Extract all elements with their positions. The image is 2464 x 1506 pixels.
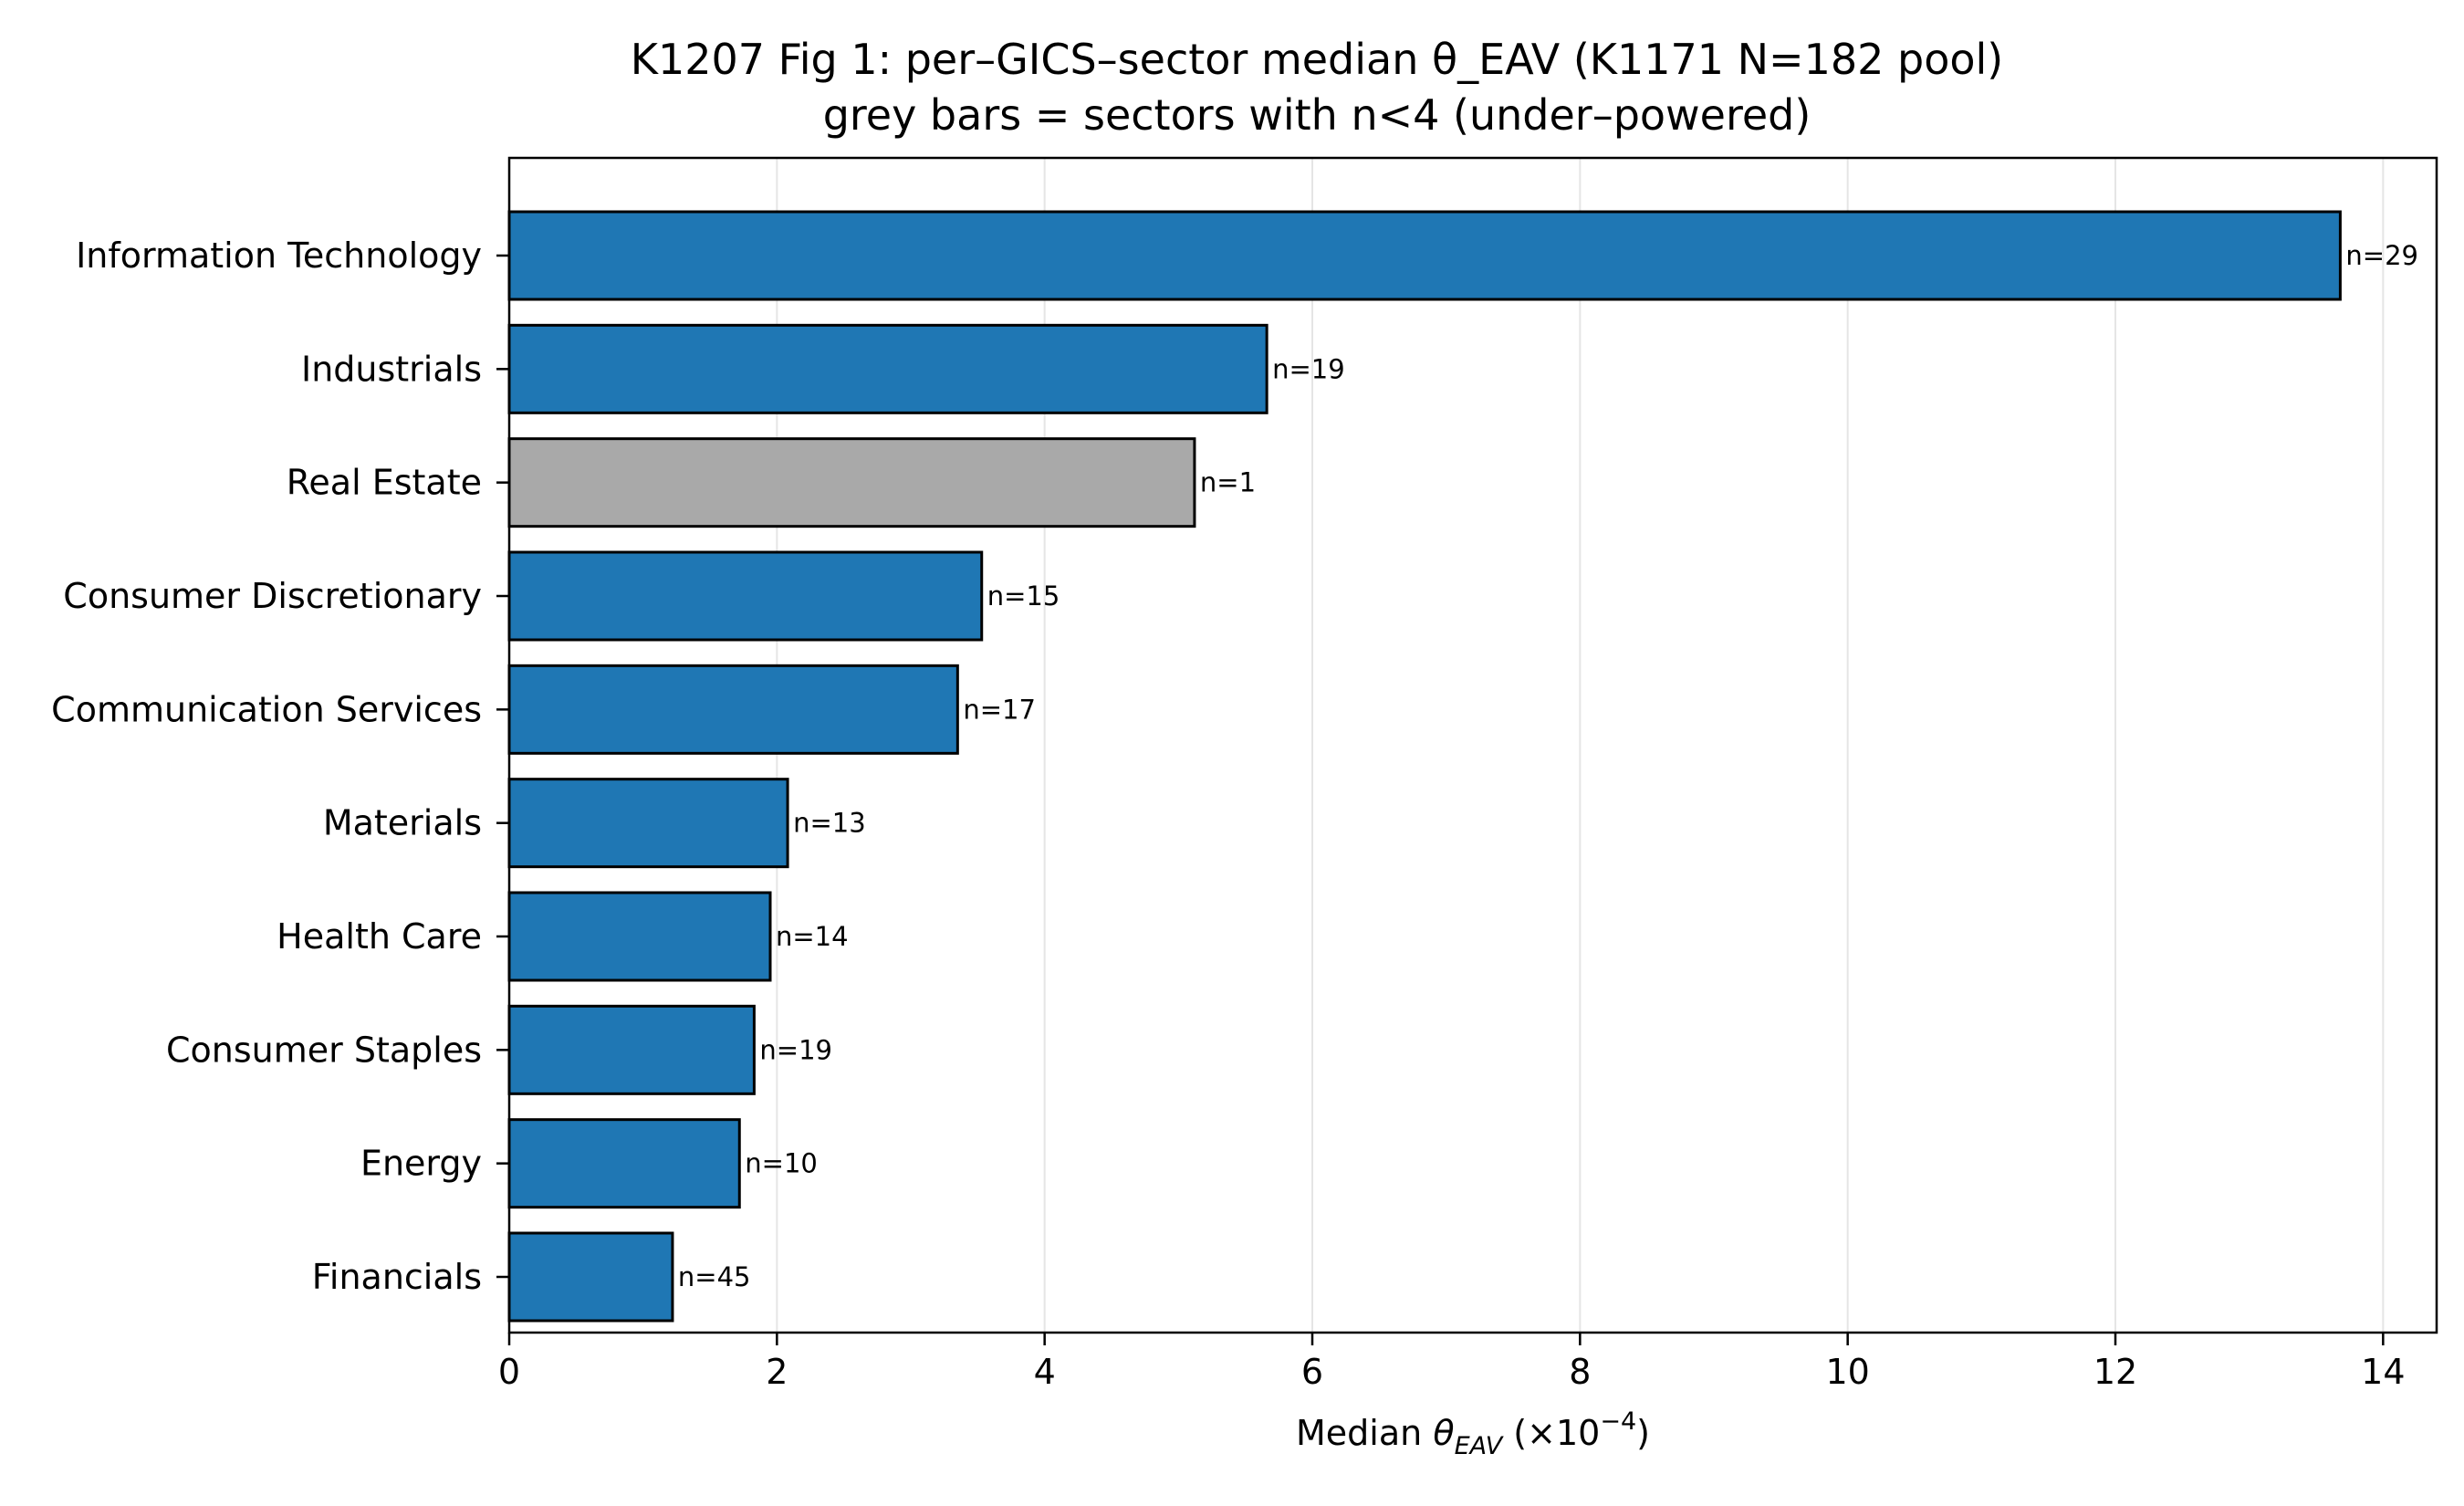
bar: [507, 210, 2342, 301]
x-tick-label: 6: [1301, 1352, 1323, 1392]
bar: [507, 437, 1196, 528]
bar: [507, 664, 959, 755]
plot-frame: [507, 156, 2438, 1334]
category-label: Industrials: [301, 349, 482, 389]
bar: [507, 1118, 741, 1209]
x-tick-label: 8: [1569, 1352, 1591, 1392]
x-tick-label: 14: [2361, 1352, 2405, 1392]
category-label: Consumer Staples: [166, 1030, 482, 1070]
bar: [507, 891, 772, 982]
bar-count-label: n=10: [745, 1148, 818, 1179]
bars: [507, 210, 2342, 1323]
bar-count-label: n=15: [987, 580, 1060, 612]
category-label: Communication Services: [51, 689, 482, 729]
bar: [507, 1231, 674, 1323]
category-label: Information Technology: [76, 235, 482, 276]
chart-title: K1207 Fig 1: per–GICS–sector median θ_EA…: [631, 35, 2003, 84]
category-label: Real Estate: [287, 463, 482, 503]
bar-count-label: n=13: [793, 808, 866, 839]
category-label: Consumer Discretionary: [63, 576, 482, 616]
bar-count-label: n=1: [1200, 467, 1256, 498]
bar-count-label: n=29: [2345, 240, 2418, 271]
bar: [507, 1004, 756, 1095]
bar: [507, 778, 789, 869]
x-tick-label: 0: [498, 1352, 520, 1392]
bar-count-label: n=14: [776, 921, 849, 952]
x-tick-label: 4: [1034, 1352, 1056, 1392]
y-axis-ticks: Information Technology Industrials Real Es…: [51, 235, 509, 1297]
x-tick-label: 2: [766, 1352, 788, 1392]
x-tick-label: 12: [2093, 1352, 2137, 1392]
chart-subtitle: grey bars = sectors with n<4 (under–powe…: [823, 90, 1811, 140]
x-tick-label: 10: [1825, 1352, 1869, 1392]
x-axis-label: Median θEAV (×10−4): [1296, 1407, 1650, 1460]
bar-count-label: n=17: [963, 694, 1036, 725]
category-label: Energy: [360, 1144, 482, 1184]
x-axis-ticks: 0 2 4 6 8 10 12 14: [498, 1333, 2406, 1392]
category-label: Health Care: [277, 916, 482, 957]
bar-count-labels: n=29 n=19 n=1 n=15 n=17 n=13 n=14 n=19 n=10 n=45: [678, 240, 2418, 1292]
bar-count-label: n=19: [759, 1034, 832, 1065]
bar: [507, 550, 984, 642]
category-label: Financials: [312, 1257, 482, 1297]
bar: [507, 323, 1269, 414]
category-label: Materials: [323, 803, 482, 843]
bar-count-label: n=45: [678, 1261, 751, 1292]
bar-count-label: n=19: [1272, 353, 1345, 384]
